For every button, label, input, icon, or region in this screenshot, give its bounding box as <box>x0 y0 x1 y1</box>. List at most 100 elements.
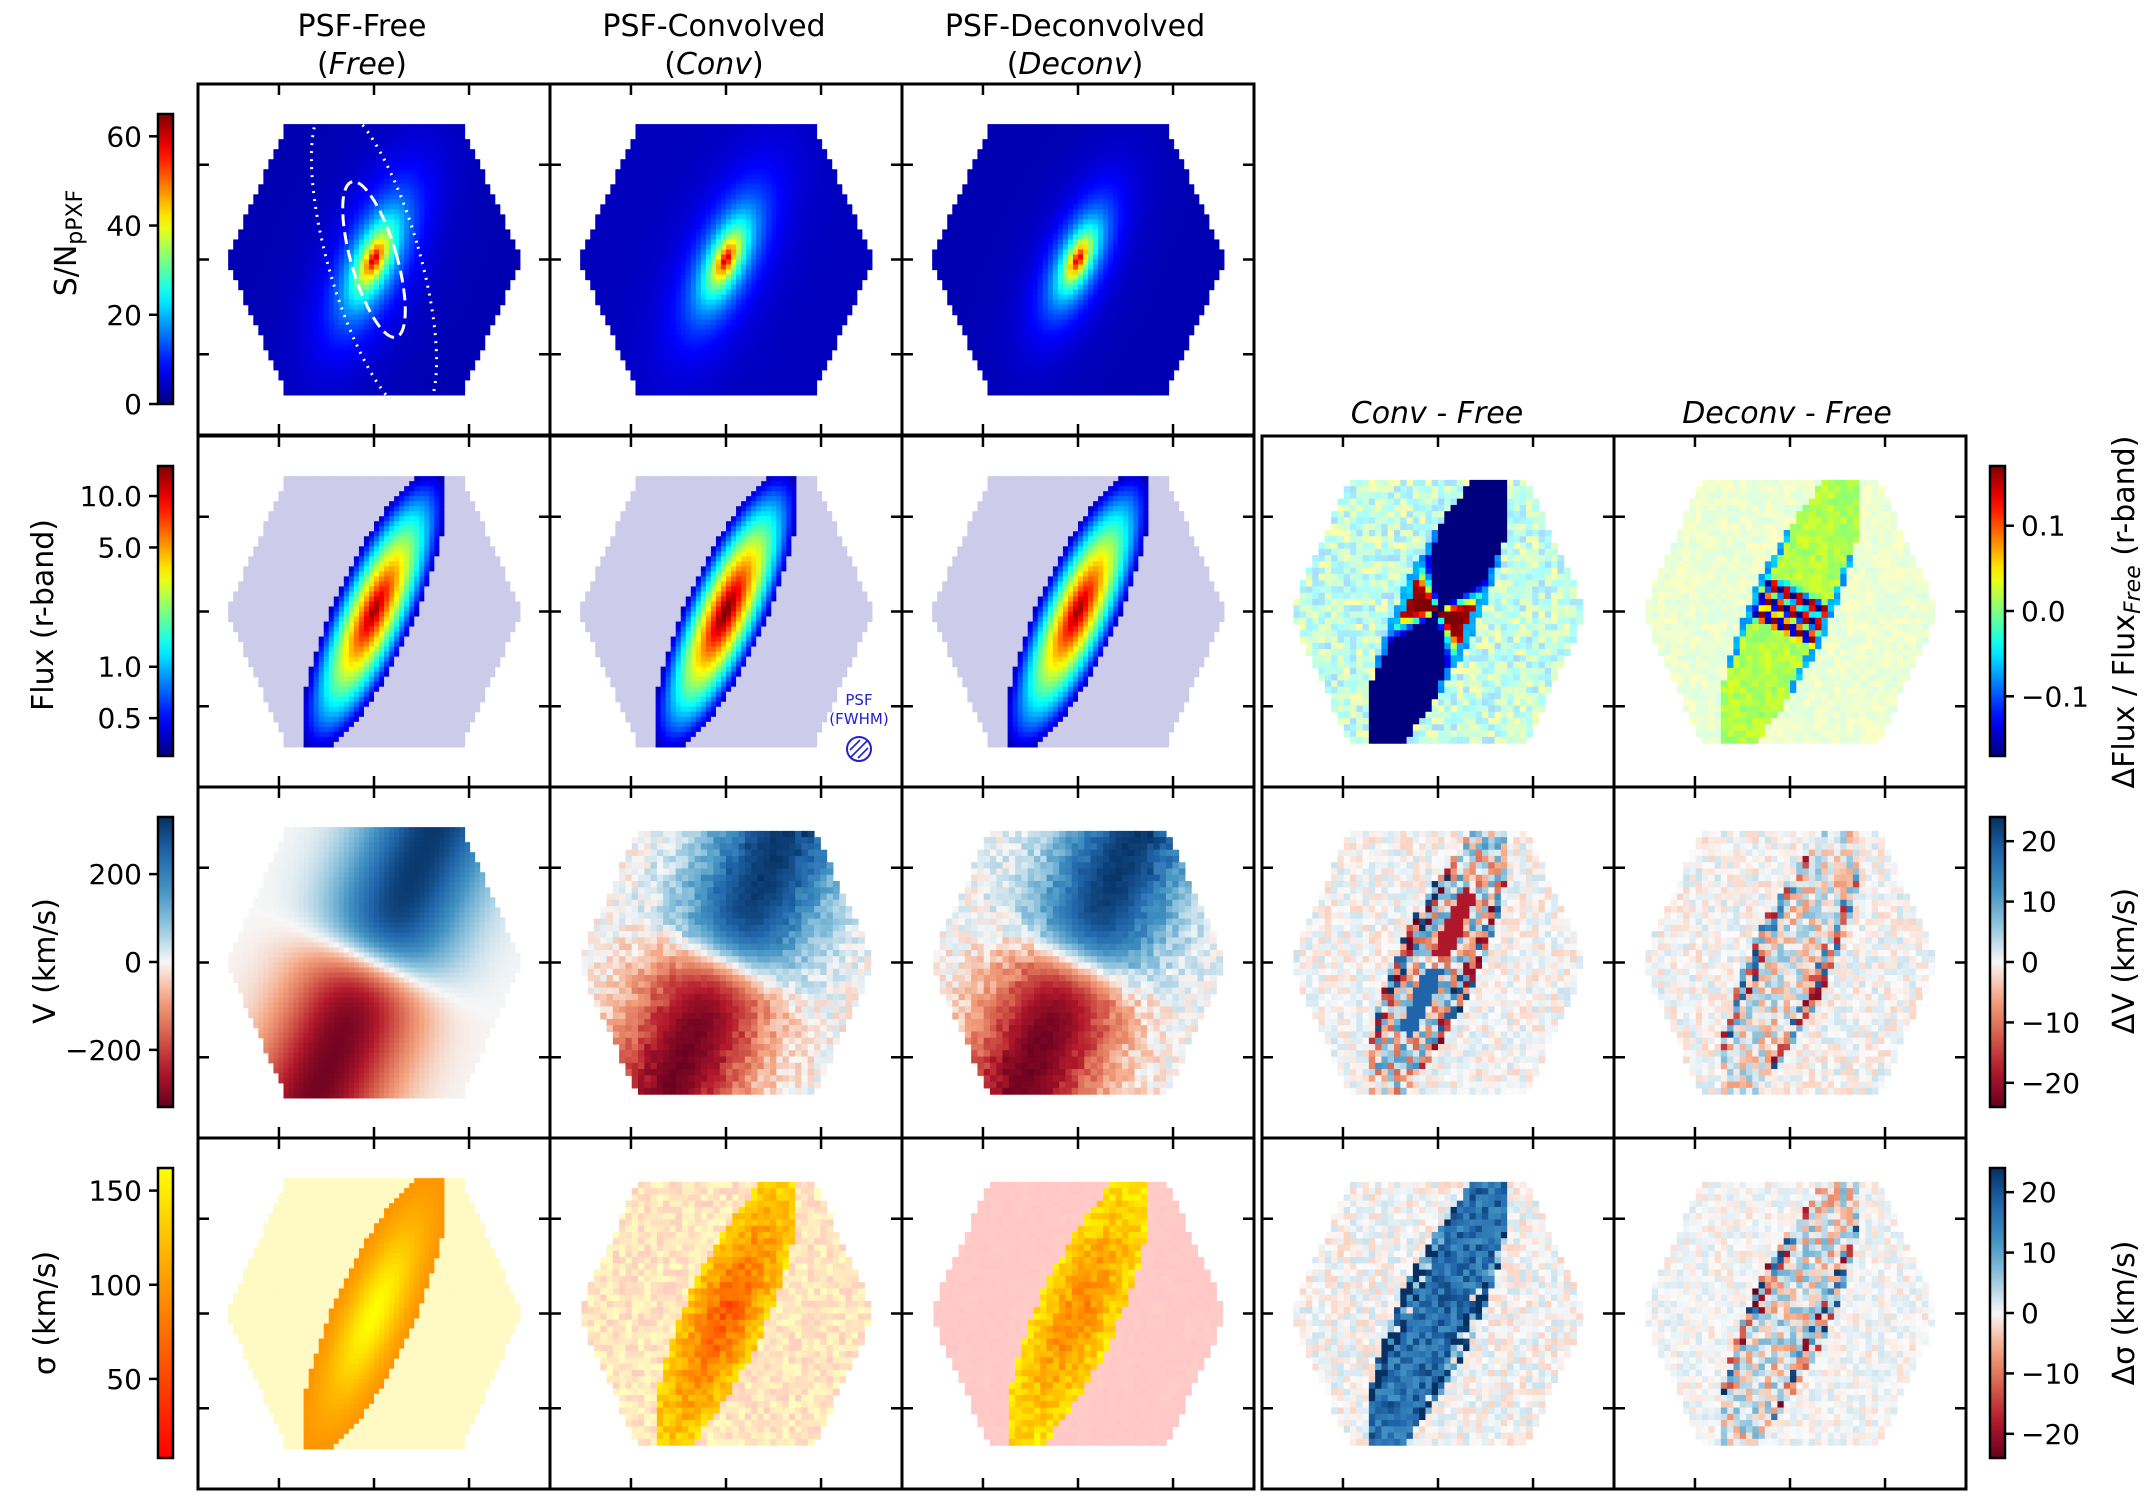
snr-free-pixel <box>278 159 285 165</box>
snr-free-pixel <box>363 199 370 205</box>
snr-conv-pixel <box>731 234 737 241</box>
snr-conv-pixel <box>670 369 677 376</box>
snr-conv-pixel <box>695 319 702 326</box>
snr-free-pixel <box>278 144 285 150</box>
snr-free-pixel <box>374 334 380 341</box>
snr-conv-pixel <box>786 209 792 215</box>
snr-free-pixel <box>333 334 340 341</box>
snr-free-pixel <box>464 264 471 271</box>
snr-conv-pixel <box>831 319 838 326</box>
snr-free-pixel <box>293 319 300 326</box>
snr-conv-pixel <box>630 149 637 155</box>
snr-free-pixel <box>338 269 345 276</box>
snr-free-pixel <box>353 159 360 165</box>
snr-free-pixel <box>298 199 305 205</box>
snr-conv-pixel <box>741 279 747 286</box>
snr-free-pixel <box>278 269 285 276</box>
snr-free-pixel <box>328 224 335 231</box>
snr-conv-pixel <box>796 349 803 356</box>
snr-free-pixel <box>343 274 350 281</box>
snr-conv-pixel <box>801 239 808 246</box>
snr-conv-pixel <box>781 229 787 236</box>
snr-free-pixel <box>233 239 239 246</box>
snr-conv-pixel <box>610 199 616 205</box>
snr-conv-pixel <box>700 339 707 346</box>
snr-free-pixel <box>313 339 320 346</box>
snr-free-pixel <box>293 154 300 160</box>
snr-conv-pixel <box>670 354 677 361</box>
snr-free-pixel <box>374 379 380 386</box>
snr-conv-pixel <box>640 339 647 346</box>
snr-conv-pixel <box>685 149 692 155</box>
snr-conv-pixel <box>640 164 647 170</box>
snr-conv-pixel <box>680 259 687 266</box>
snr-free-pixel <box>504 269 511 276</box>
snr-conv-pixel <box>751 189 757 195</box>
snr-conv-pixel <box>821 249 828 256</box>
snr-free-pixel <box>514 249 521 256</box>
snr-free-pixel <box>489 274 496 281</box>
snr-free-pixel <box>439 149 445 155</box>
snr-conv-pixel <box>826 314 833 321</box>
snr-conv-pixel <box>756 209 762 215</box>
snr-conv-pixel <box>665 194 672 200</box>
snr-conv-pixel <box>796 359 803 366</box>
snr-conv-pixel <box>645 189 652 195</box>
snr-conv-pixel <box>771 189 777 195</box>
snr-free-pixel <box>379 359 385 366</box>
snr-conv-pixel <box>846 264 853 271</box>
snr-free-pixel <box>313 239 320 246</box>
snr-conv-pixel <box>650 309 657 316</box>
snr-conv-pixel <box>761 124 767 130</box>
snr-conv-pixel <box>806 154 813 160</box>
snr-free-pixel <box>328 234 335 241</box>
snr-free-pixel <box>313 179 320 185</box>
snr-free-pixel <box>434 314 440 321</box>
snr-free-pixel <box>333 184 340 190</box>
snr-conv-pixel <box>821 234 828 241</box>
snr-free-pixel <box>414 314 420 321</box>
snr-conv-pixel <box>786 174 792 180</box>
snr-conv-pixel <box>731 359 737 366</box>
snr-conv-pixel <box>756 179 762 185</box>
snr-conv-pixel <box>600 249 606 256</box>
snr-free-pixel <box>384 214 390 220</box>
snr-conv-pixel <box>630 154 637 160</box>
snr-conv-pixel <box>655 379 662 386</box>
snr-conv-pixel <box>806 169 813 175</box>
snr-conv-pixel <box>705 299 712 306</box>
snr-conv-pixel <box>590 284 596 291</box>
snr-conv-pixel <box>710 284 717 291</box>
snr-conv-pixel <box>705 174 712 180</box>
snr-conv-pixel <box>635 194 642 200</box>
snr-conv-pixel <box>781 374 787 381</box>
snr-free-pixel <box>368 249 375 256</box>
snr-free-pixel <box>374 234 380 241</box>
snr-conv-pixel <box>690 139 697 145</box>
snr-free-pixel <box>288 384 295 391</box>
snr-conv-pixel <box>841 294 848 301</box>
snr-conv-pixel <box>615 264 621 271</box>
snr-conv-pixel <box>720 209 727 215</box>
snr-conv-pixel <box>731 369 737 376</box>
snr-conv-pixel <box>816 234 823 241</box>
snr-conv-pixel <box>771 244 777 251</box>
snr-free-pixel <box>333 339 340 346</box>
snr-free-pixel <box>374 289 380 296</box>
snr-free-pixel <box>439 174 445 180</box>
snr-free-pixel <box>278 359 285 366</box>
snr-free-pixel <box>469 354 476 361</box>
snr-conv-pixel <box>861 239 868 246</box>
snr-free-pixel <box>248 304 254 311</box>
snr-free-pixel <box>283 279 290 286</box>
snr-free-pixel <box>283 189 290 195</box>
snr-conv-pixel <box>710 149 717 155</box>
snr-conv-pixel <box>786 359 792 366</box>
snr-conv-pixel <box>781 344 787 351</box>
snr-conv-pixel <box>816 264 823 271</box>
snr-conv-pixel <box>640 154 647 160</box>
snr-conv-pixel <box>751 209 757 215</box>
snr-free-pixel <box>368 204 375 210</box>
snr-conv-pixel <box>635 159 642 165</box>
snr-conv-pixel <box>585 249 591 256</box>
